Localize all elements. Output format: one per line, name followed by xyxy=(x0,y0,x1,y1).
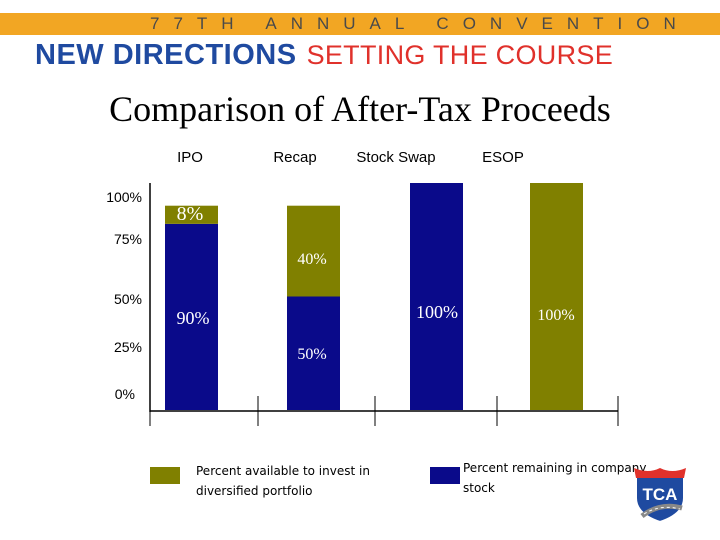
legend-swatch-diversified xyxy=(150,467,180,484)
bar-recap-series-0 xyxy=(287,296,340,410)
bar-ipo-series-0 xyxy=(165,223,218,410)
legend-swatch-company-stock xyxy=(430,467,460,484)
y-tick-25: 25% xyxy=(113,339,142,355)
bar-recap-series-1 xyxy=(287,205,340,297)
bar-label-ipo-series-1: 8% xyxy=(177,203,204,225)
bar-label-recap-series-1: 40% xyxy=(297,251,326,268)
bars-group xyxy=(165,183,583,410)
tca-logo: TCA xyxy=(634,468,686,524)
brand-secondary: SETTING THE COURSE xyxy=(306,40,613,70)
banner-text: 77TH ANNUAL CONVENTION xyxy=(150,14,690,33)
brand-primary: NEW DIRECTIONS xyxy=(35,39,297,71)
bar-label-stock-swap-series-0: 100% xyxy=(416,302,458,322)
bar-labels-group: 90% 8% 50% 40% 100% 100% xyxy=(177,203,575,363)
category-label-ipo: IPO xyxy=(177,149,203,166)
y-tick-75: 75% xyxy=(113,231,142,247)
legend-label-company-stock: Percent remaining in company stock xyxy=(463,461,647,495)
y-tick-100: 100% xyxy=(106,189,142,205)
brand-line: NEW DIRECTIONS SETTING THE COURSE xyxy=(35,37,613,73)
bar-stock-swap-series-0 xyxy=(410,183,463,410)
category-label-stock-swap: Stock Swap xyxy=(356,149,436,166)
chart-title: Comparison of After-Tax Proceeds xyxy=(109,89,611,129)
bar-label-esop-series-1: 100% xyxy=(537,307,574,324)
convention-banner xyxy=(0,13,720,35)
y-tick-0: 0% xyxy=(114,386,135,402)
bar-esop-series-1 xyxy=(530,183,583,410)
legend-label-diversified: Percent available to invest in diversifi… xyxy=(196,464,370,498)
category-label-esop: ESOP xyxy=(482,149,524,166)
logo-text: TCA xyxy=(643,485,678,504)
y-tick-50: 50% xyxy=(113,291,142,307)
bar-label-recap-series-0: 50% xyxy=(297,346,326,363)
bar-ipo-series-1 xyxy=(165,205,218,224)
category-label-recap: Recap xyxy=(273,149,317,166)
bar-label-ipo-series-0: 90% xyxy=(177,308,210,328)
axes-group xyxy=(149,183,619,426)
